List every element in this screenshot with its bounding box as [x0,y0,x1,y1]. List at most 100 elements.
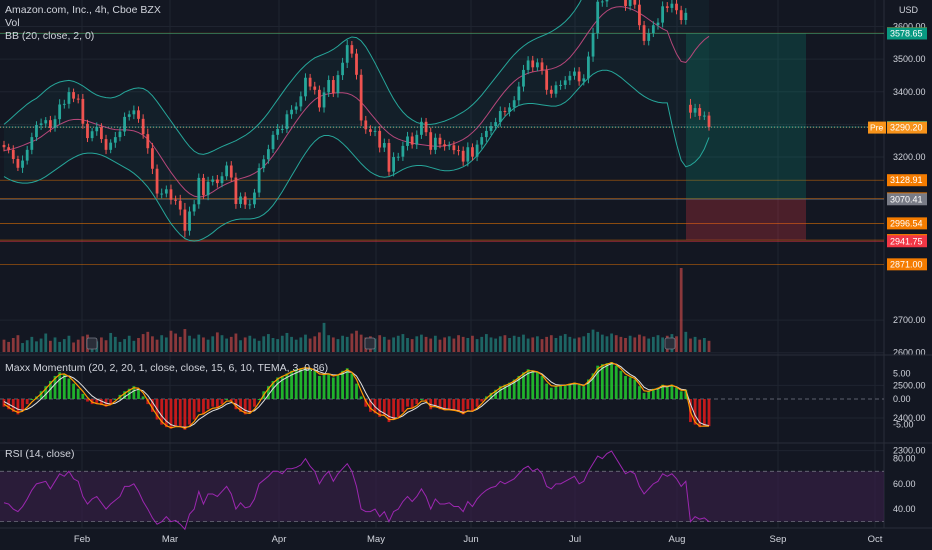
momentum-hist-bar [466,399,470,410]
momentum-hist-bar [559,385,562,399]
stop-zone [686,199,806,241]
momentum-hist-bar [243,399,247,415]
volume-bar [243,337,247,352]
volume-bar [596,331,600,352]
volume-bar [494,338,498,352]
symbol-title[interactable]: Amazon.com, Inc., 4h, Cboe BZX [5,4,161,16]
volume-bar [707,340,711,352]
volume-bar [67,335,71,352]
candle-body [369,129,372,132]
candle-body [7,147,11,150]
candle-body [452,145,456,151]
rsi-tick-label: 40.00 [893,504,916,514]
candle-body [146,134,150,149]
candle-body [633,0,637,5]
candle-body [484,130,488,138]
momentum-hist-bar [508,382,511,399]
momentum-hist-bar [239,399,242,412]
volume-bar [290,336,293,352]
candle-body [447,145,451,147]
momentum-label[interactable]: Maxx Momentum (20, 2, 20, 1, close, clos… [5,362,329,374]
volume-bar [526,338,530,352]
candle-body [508,107,511,112]
candle-body [535,62,539,68]
candle-body [396,156,400,158]
price-tick-label: 3500.00 [893,54,926,64]
volume-bar [554,338,558,352]
candle-body [174,199,178,201]
momentum-hist-bar [331,377,335,399]
momentum-hist-bar [308,368,312,399]
price-tick-label: 2400.00 [893,413,926,423]
candle-body [526,60,530,70]
candle-body [271,134,275,150]
candle-body [327,80,331,93]
volume-bar [355,330,358,352]
momentum-tick-label: -5.00 [893,420,914,430]
volume-bar [304,334,307,352]
volume-bar [331,337,335,352]
volume-bar [141,334,145,352]
momentum-hist-bar [605,363,609,399]
momentum-hist-bar [410,399,414,409]
volume-bar [447,336,451,352]
candle-body [568,75,572,81]
candle-body [118,131,122,138]
volume-bar [215,332,219,352]
volume-bar [7,341,11,352]
pre-tag-label: Pre [870,123,884,133]
volume-bar [294,339,298,352]
momentum-hist-bar [290,370,293,399]
momentum-hist-bar [424,399,428,402]
candle-body [197,177,201,205]
momentum-hist-bar [67,378,71,399]
volume-bar [123,339,126,352]
earnings-marker [664,337,676,350]
volume-bar [577,337,581,352]
momentum-hist-bar [638,386,641,399]
volume-bar [549,335,553,352]
momentum-hist-bar [359,396,363,399]
momentum-hist-bar [109,399,113,405]
rsi-label[interactable]: RSI (14, close) [5,448,75,460]
momentum-hist-bar [220,399,224,405]
bollinger-upper [3,0,582,155]
candle-body [30,137,34,150]
candle-body [44,120,48,124]
candle-body [76,98,80,100]
momentum-hist-bar [489,392,493,399]
candle-body [415,134,419,145]
volume-bar [345,336,349,352]
volume-bar [299,337,303,352]
momentum-hist-bar [248,399,252,414]
volume-bar [545,336,549,352]
candle-body [359,74,363,121]
momentum-hist-bar [526,369,530,399]
currency-label[interactable]: USD [898,5,918,15]
rsi-tick-label: 80.00 [893,454,916,464]
volume-bar [48,340,52,352]
volume-bar [58,341,62,352]
momentum-hist-bar [350,373,354,399]
momentum-hist-bar [522,372,525,399]
volume-bar [72,342,75,352]
candle-body [113,137,117,143]
momentum-hist-bar [540,375,544,399]
candle-body [373,130,377,132]
candle-body [596,1,600,34]
candle-body [429,132,433,150]
bollinger-legend[interactable]: BB (20, close, 2, 0) [5,30,95,42]
volume-bar [642,336,646,352]
candle-body [531,60,535,68]
volume-bar [614,335,618,352]
volume-bar [146,331,150,352]
momentum-hist-bar [480,399,484,402]
momentum-hist-bar [192,399,196,420]
momentum-hist-bar [39,391,43,399]
profit-zone [686,33,806,200]
momentum-hist-bar [137,388,140,399]
candle-body [35,125,38,138]
candle-body [647,33,651,41]
volume-legend[interactable]: Vol [5,17,20,29]
